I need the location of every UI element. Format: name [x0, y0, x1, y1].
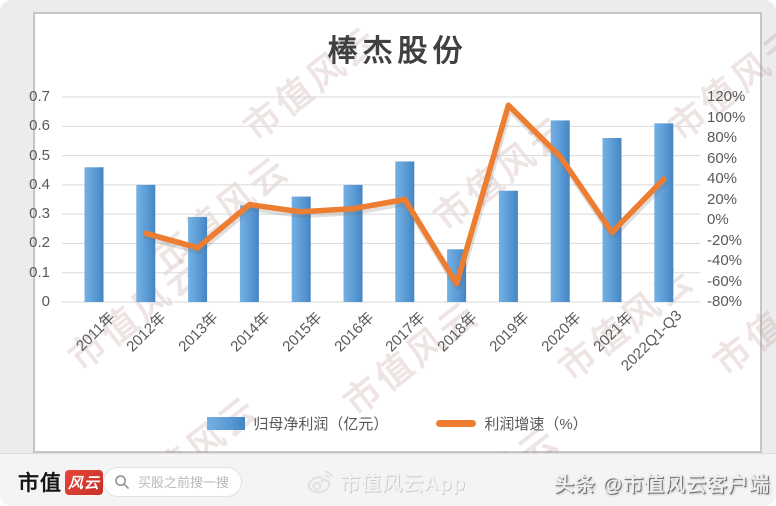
bar-2015年: [291, 196, 311, 302]
chart-legend: 归母净利润（亿元） 利润增速（%）: [33, 413, 762, 434]
footer-bar: 市值 风云 市值风云App 头条 @市值风云客: [0, 453, 776, 506]
legend-item-profit-growth: 利润增速（%）: [436, 413, 588, 434]
y-axis-left-tick: 0.2: [29, 234, 50, 252]
bar-2019年: [498, 190, 518, 302]
y-axis-left-tick: 0.6: [29, 117, 50, 135]
toutiao-handle: 头条 @市值风云客户端: [553, 474, 770, 496]
bar-2013年: [188, 217, 208, 302]
bar-2014年: [239, 205, 259, 302]
profit-growth-line: [143, 102, 667, 287]
brand-logo: 市值 风云: [18, 467, 103, 497]
bar-2022Q1-Q3: [654, 123, 674, 302]
bar-2016年: [343, 184, 363, 302]
bar-2011年: [84, 167, 104, 302]
legend-item-net-profit: 归母净利润（亿元）: [207, 413, 388, 434]
y-axis-right-tick: 20%: [707, 190, 738, 208]
bar-2012年: [136, 184, 156, 302]
y-axis-left-tick: 0.3: [29, 205, 50, 223]
bar-2017年: [395, 161, 415, 302]
brand-logo-badge: 风云: [65, 469, 103, 495]
legend-line-swatch: [436, 420, 477, 427]
y-axis-left-tick: 0.4: [29, 175, 50, 193]
y-axis-right-tick: 80%: [707, 129, 738, 146]
brand-logo-text: 市值: [18, 472, 62, 495]
y-axis-right-tick: 40%: [707, 170, 738, 187]
app-watermark-text: 市值风云App: [340, 473, 466, 495]
y-axis-left-tick: 0.5: [29, 146, 50, 164]
search-input[interactable]: [136, 473, 245, 491]
legend-bar-swatch: [207, 417, 246, 430]
app-watermark: 市值风云App: [306, 467, 466, 496]
weibo-icon: [306, 468, 336, 495]
y-axis-right-tick: -80%: [707, 293, 743, 310]
y-axis-left-tick: 0.7: [29, 88, 50, 105]
search-icon: [114, 474, 130, 490]
legend-label-profit-growth: 利润增速（%）: [484, 416, 588, 433]
y-axis-right-tick: 60%: [707, 149, 738, 167]
search-box[interactable]: [103, 467, 245, 497]
bar-2021年: [602, 138, 622, 302]
y-axis-left-tick: 0.1: [29, 263, 50, 281]
legend-label-net-profit: 归母净利润（亿元）: [253, 416, 389, 433]
y-axis-right-tick: 100%: [707, 108, 746, 126]
y-axis-right-tick: 0%: [707, 211, 729, 228]
y-axis-right-tick: -60%: [707, 272, 743, 290]
chart-title: 棒杰股份: [327, 35, 468, 68]
y-axis-left-tick: 0: [41, 293, 50, 310]
y-axis-right-tick: -40%: [707, 252, 743, 269]
y-axis-right-tick: 120%: [707, 88, 746, 105]
y-axis-right-tick: -20%: [707, 231, 743, 249]
